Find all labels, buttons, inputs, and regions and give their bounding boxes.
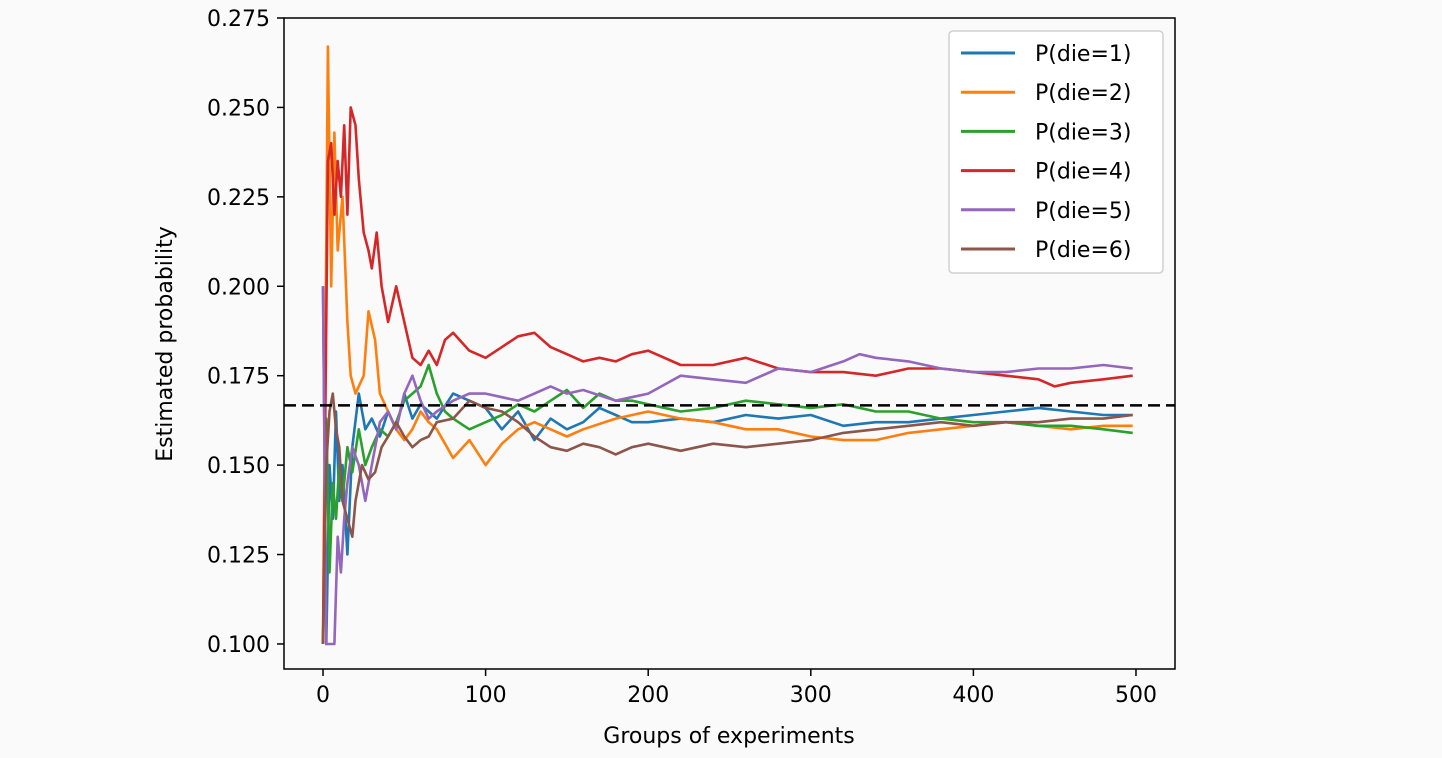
x-tick-label: 500: [1115, 683, 1157, 708]
y-tick-label: 0.200: [207, 275, 270, 300]
y-tick-label: 0.275: [207, 7, 270, 32]
x-tick-label: 200: [627, 683, 669, 708]
legend-box: [948, 30, 1164, 274]
y-tick-label: 0.100: [207, 633, 270, 658]
y-tick-label: 0.175: [207, 365, 270, 390]
x-axis: 0 100 200 300 400 500: [316, 669, 1157, 708]
x-axis-label: Groups of experiments: [603, 724, 854, 749]
x-tick-label: 100: [465, 683, 507, 708]
legend-label: P(die=5): [1035, 199, 1131, 224]
legend-label: P(die=4): [1035, 160, 1131, 185]
y-tick-label: 0.250: [207, 96, 270, 121]
legend-label: P(die=1): [1035, 42, 1131, 67]
x-tick-label: 0: [316, 683, 330, 708]
y-axis: 0.100 0.125 0.150 0.175 0.200 0.225 0.250 0.275: [207, 7, 284, 658]
y-tick-label: 0.150: [207, 454, 270, 479]
series-line-6: [321, 392, 1133, 645]
x-tick-label: 400: [952, 683, 994, 708]
series-line-3: [321, 363, 1133, 645]
plot-lines: [321, 45, 1133, 646]
y-axis-label: Estimated probability: [153, 226, 178, 462]
series-line-2: [321, 45, 1133, 645]
series-line-5: [321, 286, 1133, 646]
y-tick-label: 0.125: [207, 544, 270, 569]
series-line-4: [321, 106, 1133, 645]
series-line-1: [321, 286, 1133, 646]
axes-frame: [283, 17, 1176, 670]
x-tick-label: 300: [790, 683, 832, 708]
legend-label: P(die=3): [1035, 120, 1131, 145]
legend-label: P(die=2): [1035, 81, 1131, 106]
legend: P(die=1) P(die=2) P(die=3) P(die=4) P(die=5)…: [948, 30, 1164, 274]
legend-label: P(die=6): [1035, 238, 1131, 263]
y-tick-label: 0.225: [207, 186, 270, 211]
